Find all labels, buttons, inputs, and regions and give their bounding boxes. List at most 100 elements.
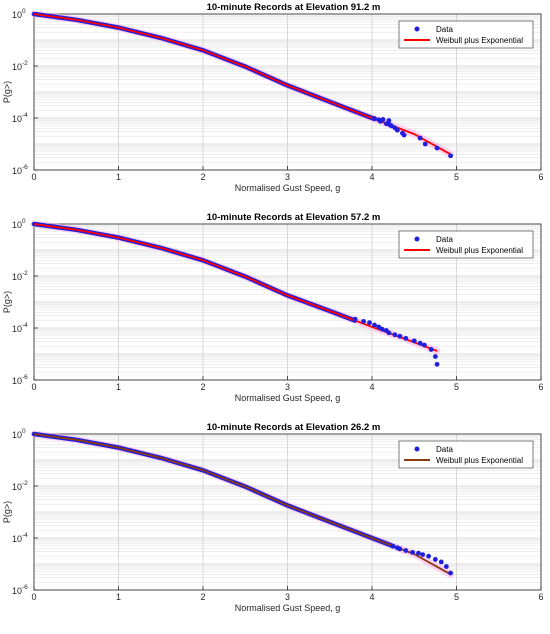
y-tick-label: 10 -4 [12, 322, 28, 334]
x-tick-label: 5 [454, 592, 459, 602]
data-point [421, 342, 427, 348]
data-point [379, 326, 385, 332]
y-axis-label: P(g>) [2, 81, 12, 103]
y-tick-base: 10 [12, 10, 22, 20]
legend-marker-data [414, 446, 420, 452]
data-point [438, 559, 444, 565]
y-tick-base: 10 [12, 166, 22, 176]
x-tick-label: 3 [285, 592, 290, 602]
y-tick-exponent: -2 [22, 480, 28, 487]
y-axis-label: P(g>) [2, 291, 12, 313]
data-point [422, 141, 428, 147]
y-tick-base: 10 [12, 534, 22, 544]
data-point [394, 127, 400, 133]
x-tick-label: 2 [200, 382, 205, 392]
x-tick-label: 5 [454, 172, 459, 182]
y-tick-base: 10 [12, 220, 22, 230]
legend-label-data: Data [436, 445, 453, 454]
y-tick-exponent: -6 [22, 584, 28, 591]
y-tick-exponent: 0 [22, 428, 26, 435]
data-point [416, 550, 421, 556]
x-tick-label: 1 [116, 382, 121, 392]
legend-marker-data [414, 26, 420, 32]
data-point [448, 570, 453, 576]
y-tick-label: 10 0 [12, 8, 26, 20]
legend: Data Weibull plus Exponential [398, 230, 534, 259]
data-point [426, 553, 432, 559]
data-point [380, 117, 386, 122]
x-tick-label: 3 [285, 382, 290, 392]
data-point [361, 318, 366, 324]
y-tick-label: 10 -4 [12, 532, 28, 544]
data-point [397, 333, 403, 339]
legend-box [398, 440, 534, 469]
y-tick-exponent: 0 [22, 218, 26, 225]
data-point [386, 330, 392, 336]
data-point [432, 354, 438, 359]
y-tick-exponent: -4 [22, 532, 28, 539]
y-tick-label: 10 0 [12, 218, 26, 230]
data-point [403, 335, 409, 341]
x-tick-label: 2 [200, 172, 205, 182]
legend-marker-data [414, 236, 420, 242]
x-tick-label: 3 [285, 172, 290, 182]
y-tick-label: 10 -6 [12, 374, 28, 386]
data-point [352, 316, 358, 322]
x-tick-label: 4 [369, 592, 374, 602]
y-tick-label: 10 0 [12, 428, 26, 440]
data-point [417, 135, 423, 141]
y-tick-base: 10 [12, 376, 22, 386]
y-axis-label: P(g>) [2, 501, 12, 523]
x-tick-label: 5 [454, 382, 459, 392]
x-tick-label: 1 [116, 172, 121, 182]
x-tick-label: 0 [31, 172, 36, 182]
data-point [434, 145, 440, 151]
chart-panel-elevation-26-2: 0 1 2 3 4 5 6 10 0 10 -2 10 -4 10 -6 10-minute Records … [0, 420, 550, 629]
y-tick-base: 10 [12, 324, 22, 334]
data-point [401, 132, 407, 138]
x-axis-label: Normalised Gust Speed, g [235, 183, 341, 193]
y-tick-label: 10 -2 [12, 60, 28, 72]
data-point [372, 116, 377, 121]
x-tick-label: 4 [369, 172, 374, 182]
legend-label-data: Data [436, 25, 453, 34]
legend-box [398, 230, 534, 259]
grid [33, 433, 542, 591]
x-tick-label: 6 [538, 172, 543, 182]
y-tick-base: 10 [12, 430, 22, 440]
chart-panel-elevation-91-2: 0 1 2 3 4 5 6 10 0 10 -2 10 -4 10 -6 10-minute Records … [0, 0, 550, 209]
y-tick-exponent: -2 [22, 270, 28, 277]
data-point [386, 118, 392, 123]
x-tick-label: 6 [538, 382, 543, 392]
data-point [367, 320, 372, 326]
y-tick-exponent: -6 [22, 374, 28, 381]
chart-title: 10-minute Records at Elevation 26.2 m [207, 422, 381, 433]
legend: Data Weibull plus Exponential [398, 440, 534, 469]
data-point [397, 546, 403, 552]
data-point [410, 549, 415, 555]
y-tick-exponent: -6 [22, 164, 28, 171]
chart-title: 10-minute Records at Elevation 57.2 m [207, 212, 381, 223]
y-tick-base: 10 [12, 482, 22, 492]
y-tick-base: 10 [12, 586, 22, 596]
y-tick-exponent: -2 [22, 60, 28, 67]
chart-panel-elevation-57-2: 0 1 2 3 4 5 6 10 0 10 -2 10 -4 10 -6 10-minute Records … [0, 210, 550, 419]
y-tick-label: 10 -2 [12, 270, 28, 282]
data-point [428, 347, 434, 352]
y-tick-label: 10 -6 [12, 584, 28, 596]
y-tick-label: 10 -6 [12, 164, 28, 176]
y-tick-base: 10 [12, 114, 22, 124]
data-point [443, 564, 449, 569]
data-point [420, 552, 426, 557]
x-tick-label: 1 [116, 592, 121, 602]
data-point [434, 361, 440, 367]
y-tick-exponent: 0 [22, 8, 26, 15]
data-point [411, 338, 417, 344]
legend-box [398, 20, 534, 49]
y-tick-base: 10 [12, 62, 22, 72]
data-point [448, 153, 453, 159]
data-point [376, 324, 382, 330]
legend: Data Weibull plus Exponential [398, 20, 534, 49]
x-tick-label: 0 [31, 382, 36, 392]
